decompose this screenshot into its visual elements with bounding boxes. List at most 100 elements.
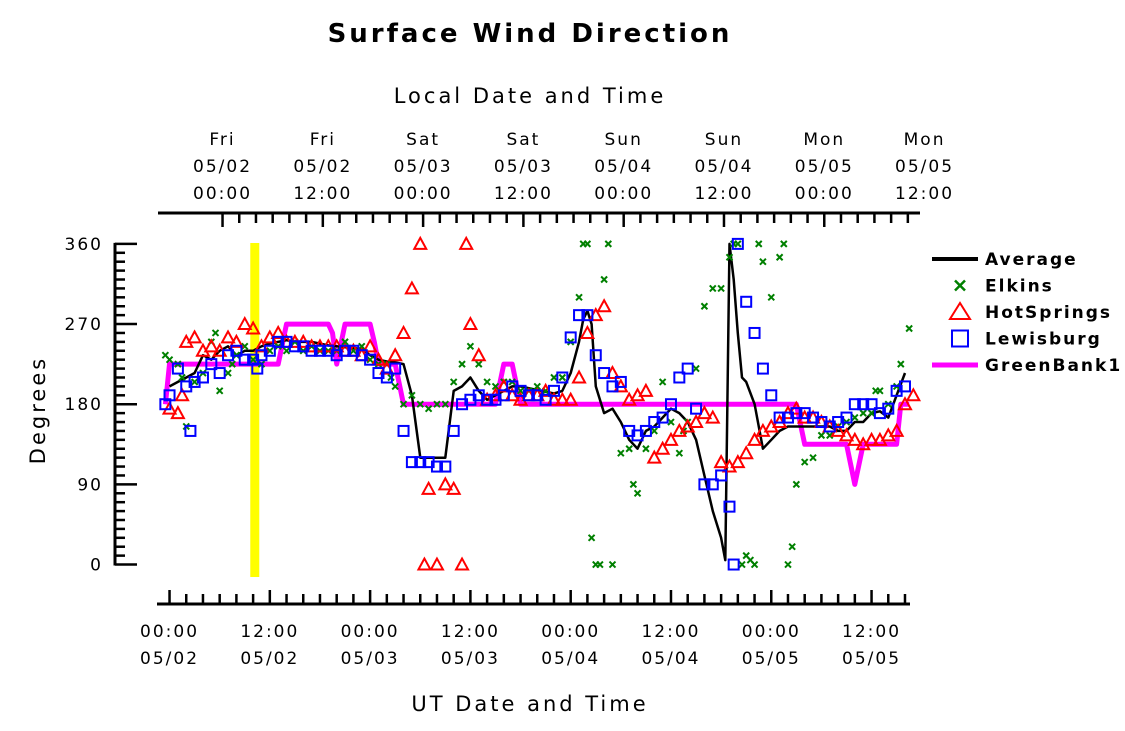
elkins-point <box>575 293 583 302</box>
hotsprings-point <box>237 315 253 331</box>
hotsprings-point <box>429 556 445 571</box>
legend-item-greenbank1: GreenBank1 <box>932 356 1122 376</box>
hotsprings-point <box>746 431 763 446</box>
lewisburg-point <box>539 393 552 406</box>
lewisburg-point <box>882 402 895 415</box>
hotsprings-point <box>420 480 437 495</box>
top-tick-day-label: Mon <box>803 130 845 150</box>
lewisburg-point <box>898 380 911 393</box>
elkins-point <box>658 378 667 386</box>
lewisburg-point <box>765 389 778 402</box>
lewisburg-point <box>405 456 418 469</box>
hotsprings-point <box>888 422 905 437</box>
bottom-tick-date-label: 05/05 <box>842 649 901 669</box>
bottom-tick-date-label: 05/02 <box>240 649 299 669</box>
lewisburg-point <box>364 353 377 366</box>
legend-label: GreenBank1 <box>985 356 1122 376</box>
elkins-point <box>709 284 717 293</box>
elkins-point <box>458 360 466 368</box>
lewisburg-point <box>756 362 769 375</box>
bottom-tick-time-label: 00:00 <box>541 622 600 642</box>
lewisburg-point <box>673 371 686 384</box>
lewisburg-point <box>690 402 703 415</box>
elkins-point <box>775 253 784 261</box>
lewisburg-point <box>740 295 753 308</box>
bottom-tick-date-label: 05/04 <box>541 649 600 669</box>
hotsprings-point <box>579 324 596 339</box>
y-axis-label: Degrees <box>26 356 50 464</box>
elkins-point <box>466 342 475 351</box>
legend-label: Elkins <box>985 277 1054 297</box>
elkins-point <box>800 458 809 466</box>
top-tick-time-label: 00:00 <box>795 184 854 204</box>
lewisburg-point <box>848 398 861 411</box>
elkins-point <box>282 347 291 355</box>
lewisburg-point <box>481 393 494 406</box>
x-axis-label: UT Date and Time <box>411 692 648 716</box>
elkins-point <box>905 324 913 333</box>
bottom-tick-date-label: 05/03 <box>441 649 500 669</box>
elkins-point <box>692 364 700 373</box>
hotsprings-point <box>454 556 470 571</box>
elkins-point <box>897 360 905 368</box>
legend: Average Elkins HotSprings Lewisburg GreenBan… <box>932 250 1122 376</box>
hotsprings-point <box>838 427 855 442</box>
lewisburg-point <box>263 344 276 357</box>
elkins-point <box>642 445 650 453</box>
lewisburg-point <box>639 424 652 437</box>
elkins-point <box>178 373 186 382</box>
elkins-point <box>533 382 541 391</box>
hotsprings-point <box>654 440 671 455</box>
hotsprings-point <box>161 400 178 415</box>
hotsprings-point <box>571 369 587 384</box>
elkins-point <box>596 560 604 569</box>
elkins-point <box>734 240 742 248</box>
elkins-point <box>780 240 788 248</box>
hotsprings-point <box>905 387 922 402</box>
lewisburg-point <box>522 389 535 402</box>
top-tick-time-label: 12:00 <box>694 184 753 204</box>
hotsprings-point <box>663 431 679 446</box>
lewisburg-point <box>681 362 694 375</box>
elkins-point <box>583 240 592 248</box>
hotsprings-point <box>404 280 420 295</box>
elkins-point <box>483 378 491 386</box>
lewisburg-point <box>196 371 209 384</box>
y-tick-label: 360 <box>65 235 103 255</box>
lewisburg-point <box>723 500 736 513</box>
elkins-point <box>399 400 408 408</box>
top-tick-date-label: 05/02 <box>193 157 252 177</box>
lewisburg-point <box>598 367 611 380</box>
hotsprings-point <box>638 382 654 397</box>
lewisburg-point <box>589 349 602 362</box>
hotsprings-point <box>730 454 746 469</box>
hotsprings-point <box>646 449 662 464</box>
lewisburg-point <box>163 389 176 402</box>
top-tick-time-label: 12:00 <box>494 184 553 204</box>
elkins-point <box>516 387 525 395</box>
lewisburg-point <box>547 384 560 397</box>
bottom-tick-time-label: 00:00 <box>742 622 801 642</box>
lewisburg-point <box>727 558 740 571</box>
lewisburg-point <box>773 411 786 424</box>
elkins-point <box>424 404 433 413</box>
bottom-tick-time-label: 12:00 <box>641 622 700 642</box>
lewisburg-point <box>380 371 393 384</box>
elkins-point <box>792 480 801 489</box>
elkins-point <box>550 373 558 382</box>
lewisburg-point <box>339 344 352 357</box>
lewisburg-point <box>414 456 427 469</box>
legend-label: Lewisburg <box>985 330 1102 350</box>
hotsprings-point <box>203 338 220 353</box>
lewisburg-point <box>573 309 586 322</box>
hotsprings-point <box>596 298 612 313</box>
legend-item-lewisburg: Lewisburg <box>951 329 1102 350</box>
elkins-point <box>587 534 596 542</box>
series-layer <box>159 235 922 571</box>
elkins-point <box>228 360 236 368</box>
lewisburg-point <box>581 309 594 322</box>
elkins-point <box>750 560 759 569</box>
elkins-point <box>190 378 199 386</box>
bottom-tick-time-label: 12:00 <box>240 622 299 642</box>
